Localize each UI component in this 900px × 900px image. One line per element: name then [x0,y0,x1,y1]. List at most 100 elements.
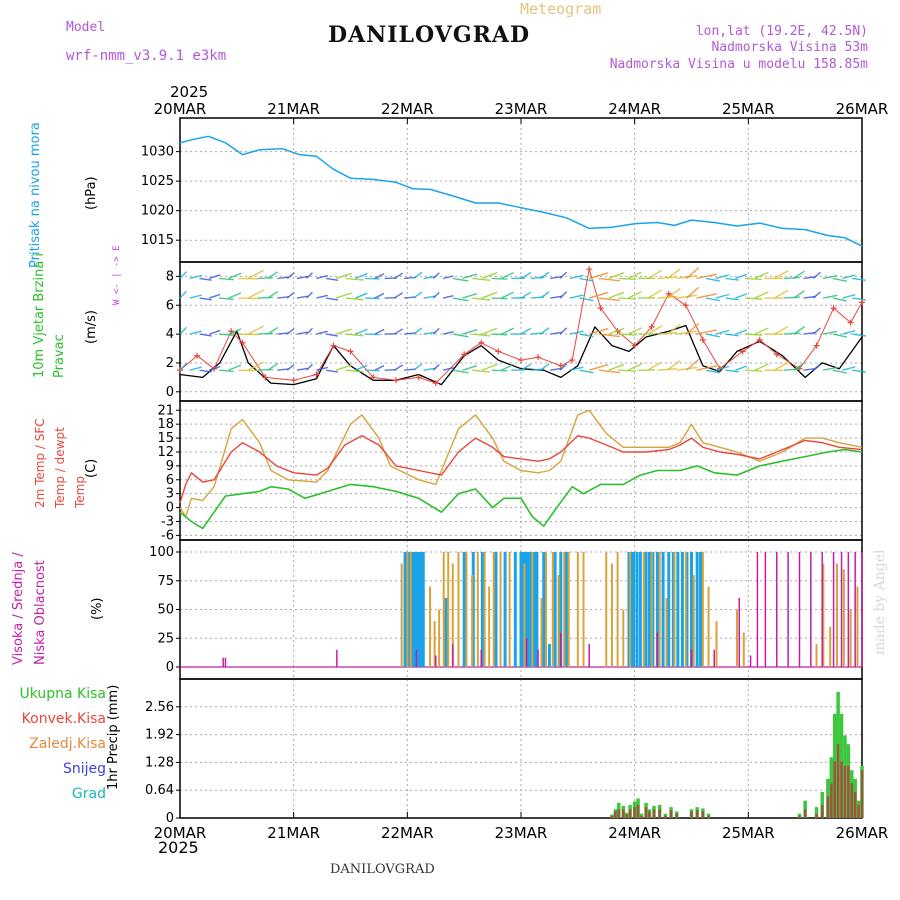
wind-arrow [812,271,821,279]
wind-arrow [842,330,856,335]
wind-arrow [784,332,801,335]
wind-arrow [540,327,550,335]
x-tick-label-bottom: 25MAR [722,824,775,842]
precip-conv-bar [617,809,621,818]
cloud-bar [656,632,659,667]
cloud-bar [835,563,838,667]
cloud-bar [563,552,566,667]
y-tick-label: 0.64 [145,783,174,798]
wind-arrow [784,276,801,280]
wind-arrow [316,366,328,371]
wind-arrow [316,274,328,280]
wind-arrow [199,369,212,373]
cloud-bar [438,609,441,667]
wind-arrow [520,291,532,299]
wind-arrow [209,293,221,299]
wind-arrow [452,277,469,282]
wind-arrow [715,365,730,371]
cloud-bar [465,552,468,667]
wind-arrow [179,326,188,335]
wind-arrow [579,277,594,282]
precip-conv-bar [707,815,710,818]
wind-arrow [423,367,437,371]
precip-total-bar [814,807,819,818]
cloud-bar [488,586,491,667]
cloud-bar [735,609,738,667]
y-tick-label: -6 [161,528,174,543]
cloud-bar [610,563,613,667]
wind-gust-marker [813,342,820,349]
cloud-bar [854,552,856,667]
cloud-bar [815,644,818,667]
wind-arrow [179,290,188,299]
wind-arrow [199,297,212,301]
precip-conv-bar [695,810,699,818]
wind-arrow [754,363,769,371]
wind-arrow [326,333,339,337]
x-tick-label-bottom: 23MAR [495,824,548,842]
cloud-bar [480,552,484,667]
wind-arrow [754,271,769,280]
y-tick-label: 2 [166,356,174,371]
wind-arrow [598,369,620,374]
wind-gust-marker [461,351,468,358]
cloud-bar [451,563,454,667]
cloud-bar [462,552,466,667]
wind-arrow [179,362,188,371]
wind-arrow [666,288,681,299]
wind-arrow [345,277,364,281]
wind-arrow [589,291,609,299]
cloud-bar [655,552,659,667]
lonlat-text: lon,lat (19.2E, 42.5N) [695,24,868,39]
cloud-bar [417,552,421,667]
wind-arrow [735,365,748,371]
wind-arrow [257,368,273,371]
wind-gust-marker [262,374,269,381]
wind-arrow [520,327,532,335]
cloud-bar [537,649,539,667]
wind-arrow [296,295,308,299]
x-tick-label-top: 23MAR [495,100,548,118]
wind-arrow [501,327,514,335]
wind-arrow [345,333,364,337]
wind-arrow [627,291,642,299]
wind-gust-marker [859,299,865,306]
cloud-bar [503,552,507,667]
wind-arrow [784,296,801,299]
wind-arrow [247,289,264,299]
wind-arrow [442,367,454,371]
cloud-bar [695,552,699,667]
wind-arrow [705,277,721,282]
wind-arrow [257,296,273,299]
wind-arrow [666,324,681,335]
wind-arrow [842,293,856,299]
wind-arrow [218,333,234,337]
wind-gust-marker [290,377,297,384]
year-bottom: 2025 [158,838,199,857]
cloud-bar [832,552,835,667]
wind-arrow [355,272,368,280]
y-tick-label: 9 [166,459,174,474]
cloud-bar [629,552,633,667]
cloud-bar [635,552,639,667]
wind-arrow [569,330,584,335]
wind-gust-marker [557,362,564,369]
cloud-bar [638,552,642,667]
wind-arrow [793,270,805,279]
precip-conv-bar [633,807,636,818]
y-tick-label: 50 [157,603,174,618]
precip-legend-total: Ukupna Kisa [19,686,106,702]
wind-arrow [481,363,498,371]
precip-conv-bar [850,783,854,818]
wind-gust-marker [773,351,780,358]
wind-arrow [267,362,279,371]
y-tick-label: 25 [157,631,174,646]
cloud-bar [483,552,486,667]
precip-conv-bar [648,811,651,818]
cloud-bar [644,552,648,667]
wind-arrow [627,271,642,280]
cloud-bar [742,632,745,667]
cloud-bar [661,552,665,667]
wind-arrow [686,358,700,371]
cloud-bar [528,552,532,667]
